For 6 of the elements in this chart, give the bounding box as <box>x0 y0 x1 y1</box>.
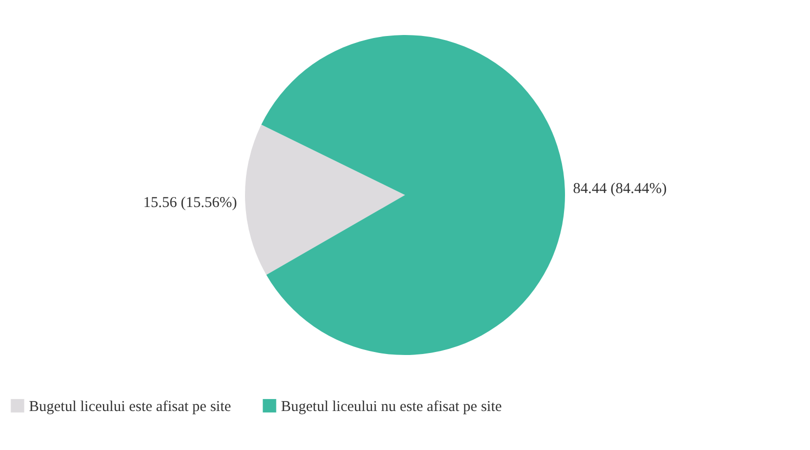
data-label: 84.44 (84.44%) <box>573 180 667 197</box>
data-label: 15.56 (15.56%) <box>143 195 237 212</box>
legend-label: Bugetul liceului este afisat pe site <box>29 398 232 415</box>
pie-slice <box>245 124 405 275</box>
pie-slice <box>261 35 565 355</box>
legend-label: Bugetul liceului nu este afisat pe site <box>281 398 502 415</box>
